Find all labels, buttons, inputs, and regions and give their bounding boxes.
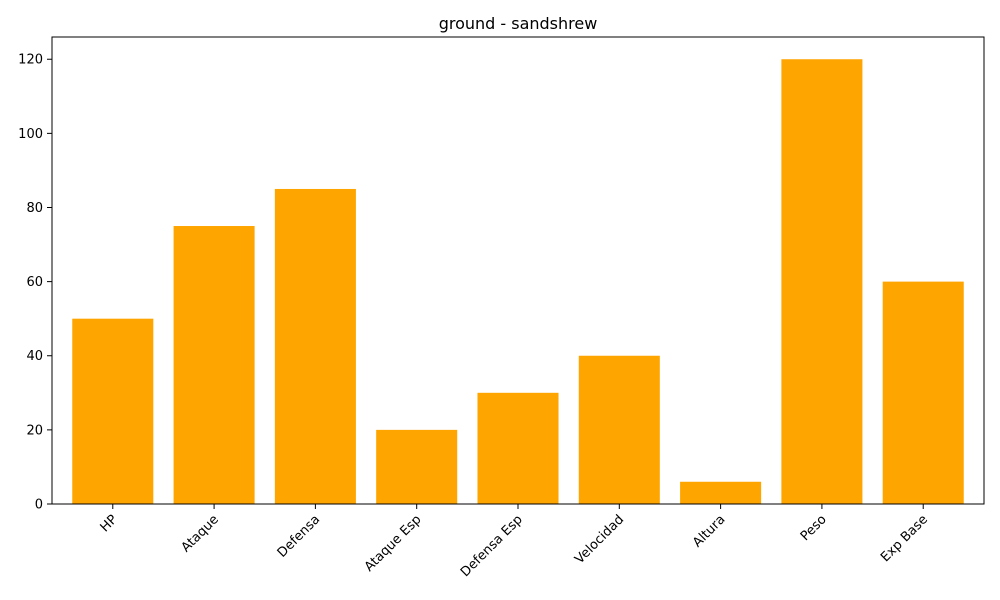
y-tick-label: 40	[26, 349, 43, 364]
bar-ataque-esp	[376, 429, 458, 504]
y-tick-label: 20	[26, 423, 43, 438]
x-tick-label-hp: HP	[98, 512, 121, 535]
x-tick-label-ataque: Ataque	[179, 512, 222, 555]
y-tick-label: 0	[35, 498, 43, 513]
bar-defensa-esp	[477, 392, 559, 504]
bars-group	[72, 59, 964, 505]
x-tick-label-ataque-esp: Ataque Esp	[362, 512, 425, 575]
bar-hp	[72, 318, 154, 504]
x-tick-label-defensa: Defensa	[275, 512, 323, 560]
y-tick-label: 80	[26, 201, 43, 216]
bar-velocidad	[578, 355, 660, 504]
bar-peso	[781, 59, 863, 505]
bar-defensa	[274, 188, 356, 504]
bar-altura	[680, 481, 762, 504]
x-tick-label-exp-base: Exp Base	[878, 512, 931, 565]
chart-title: ground - sandshrew	[439, 14, 598, 33]
plot-frame	[51, 36, 985, 505]
y-axis: 0 20 40 60 80 100 120	[18, 53, 52, 513]
x-tick-label-peso: Peso	[798, 512, 830, 544]
bar-exp-base	[882, 281, 964, 504]
y-tick-label: 120	[18, 53, 43, 68]
x-tick-label-defensa-esp: Defensa Esp	[458, 512, 526, 580]
x-axis: HP Ataque Defensa Ataque Esp Defensa Esp Velo…	[98, 504, 931, 580]
y-tick-label: 100	[18, 127, 43, 142]
x-tick-label-altura: Altura	[690, 512, 728, 550]
x-tick-label-velocidad: Velocidad	[572, 512, 627, 567]
y-tick-label: 60	[26, 275, 43, 290]
bar-ataque	[173, 226, 255, 504]
